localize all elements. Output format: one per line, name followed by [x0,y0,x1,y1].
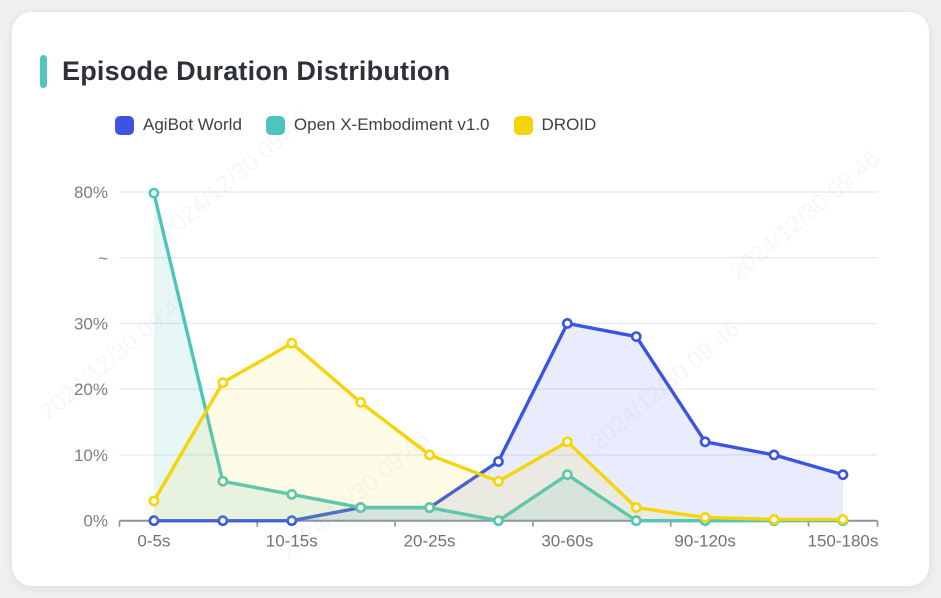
legend-item-agibot-world[interactable]: AgiBot World [115,115,242,135]
data-point-marker[interactable] [630,331,642,342]
data-point-marker[interactable] [561,436,573,448]
data-point-marker[interactable] [493,475,504,487]
y-axis-tick-label: 10% [74,446,108,465]
data-point-marker[interactable] [148,515,160,527]
x-axis-category-label: 30-60s [541,532,593,551]
chart-title: Episode Duration Distribution [62,56,451,86]
data-point-marker[interactable] [217,377,229,389]
x-axis-category-label: 90-120s [674,532,735,551]
data-point-marker[interactable] [286,488,298,500]
data-point-marker[interactable] [561,318,573,329]
data-point-marker[interactable] [699,436,711,448]
series-area [153,193,843,521]
data-point-marker[interactable] [286,515,298,527]
data-point-marker[interactable] [630,515,642,527]
data-point-marker[interactable] [768,513,780,525]
y-axis-tick-label: 30% [74,314,108,333]
data-point-marker[interactable] [424,502,435,513]
line-chart-plot-area[interactable]: 80% ~30% 20% 10% 0% 0-5s 10-15s 20-25s 30-60s 90-… [12,12,929,586]
y-axis-tick-label: ~ [98,249,108,268]
data-point-marker[interactable] [630,502,642,513]
data-point-marker[interactable] [148,495,160,507]
legend-label: AgiBot World [143,115,242,134]
data-point-marker[interactable] [355,396,367,408]
x-axis-category-label: 0-5s [137,532,170,551]
data-point-marker[interactable] [699,512,711,523]
data-point-marker[interactable] [493,515,504,527]
data-point-marker[interactable] [286,337,298,349]
legend-swatch-icon [265,115,285,135]
data-point-marker[interactable] [217,515,229,527]
chart-header: Episode Duration Distribution [40,55,450,88]
chart-card: Episode Duration Distribution AgiBot Wor… [12,12,929,586]
data-point-marker[interactable] [768,449,780,461]
chart-legend: AgiBot World Open X-Embodiment v1.0 DROID [115,115,596,135]
legend-item-droid[interactable]: DROID [513,115,597,135]
series-area [153,343,843,521]
data-point-marker[interactable] [837,469,849,481]
y-axis-tick-label: 0% [83,512,108,531]
x-axis-category-label: 150-180s [808,532,879,551]
y-axis-tick-label: 20% [74,380,108,399]
legend-swatch-icon [513,115,533,135]
data-point-marker[interactable] [355,502,367,513]
series-area [153,323,843,521]
data-point-marker[interactable] [217,475,229,487]
title-accent-bar [40,55,47,88]
data-point-marker[interactable] [837,513,849,525]
data-point-marker[interactable] [493,456,504,467]
y-axis-tick-label: 80% [74,183,108,202]
data-point-marker[interactable] [424,449,435,461]
legend-item-open-x-embodiment-v1-0[interactable]: Open X-Embodiment v1.0 [265,115,490,135]
legend-label: Open X-Embodiment v1.0 [293,115,490,134]
x-axis-category-label: 10-15s [266,532,318,551]
data-point-marker[interactable] [561,469,573,481]
data-point-marker[interactable] [148,187,160,199]
x-axis-category-label: 20-25s [404,532,456,551]
legend-swatch-icon [115,115,134,135]
legend-label: DROID [541,115,597,134]
